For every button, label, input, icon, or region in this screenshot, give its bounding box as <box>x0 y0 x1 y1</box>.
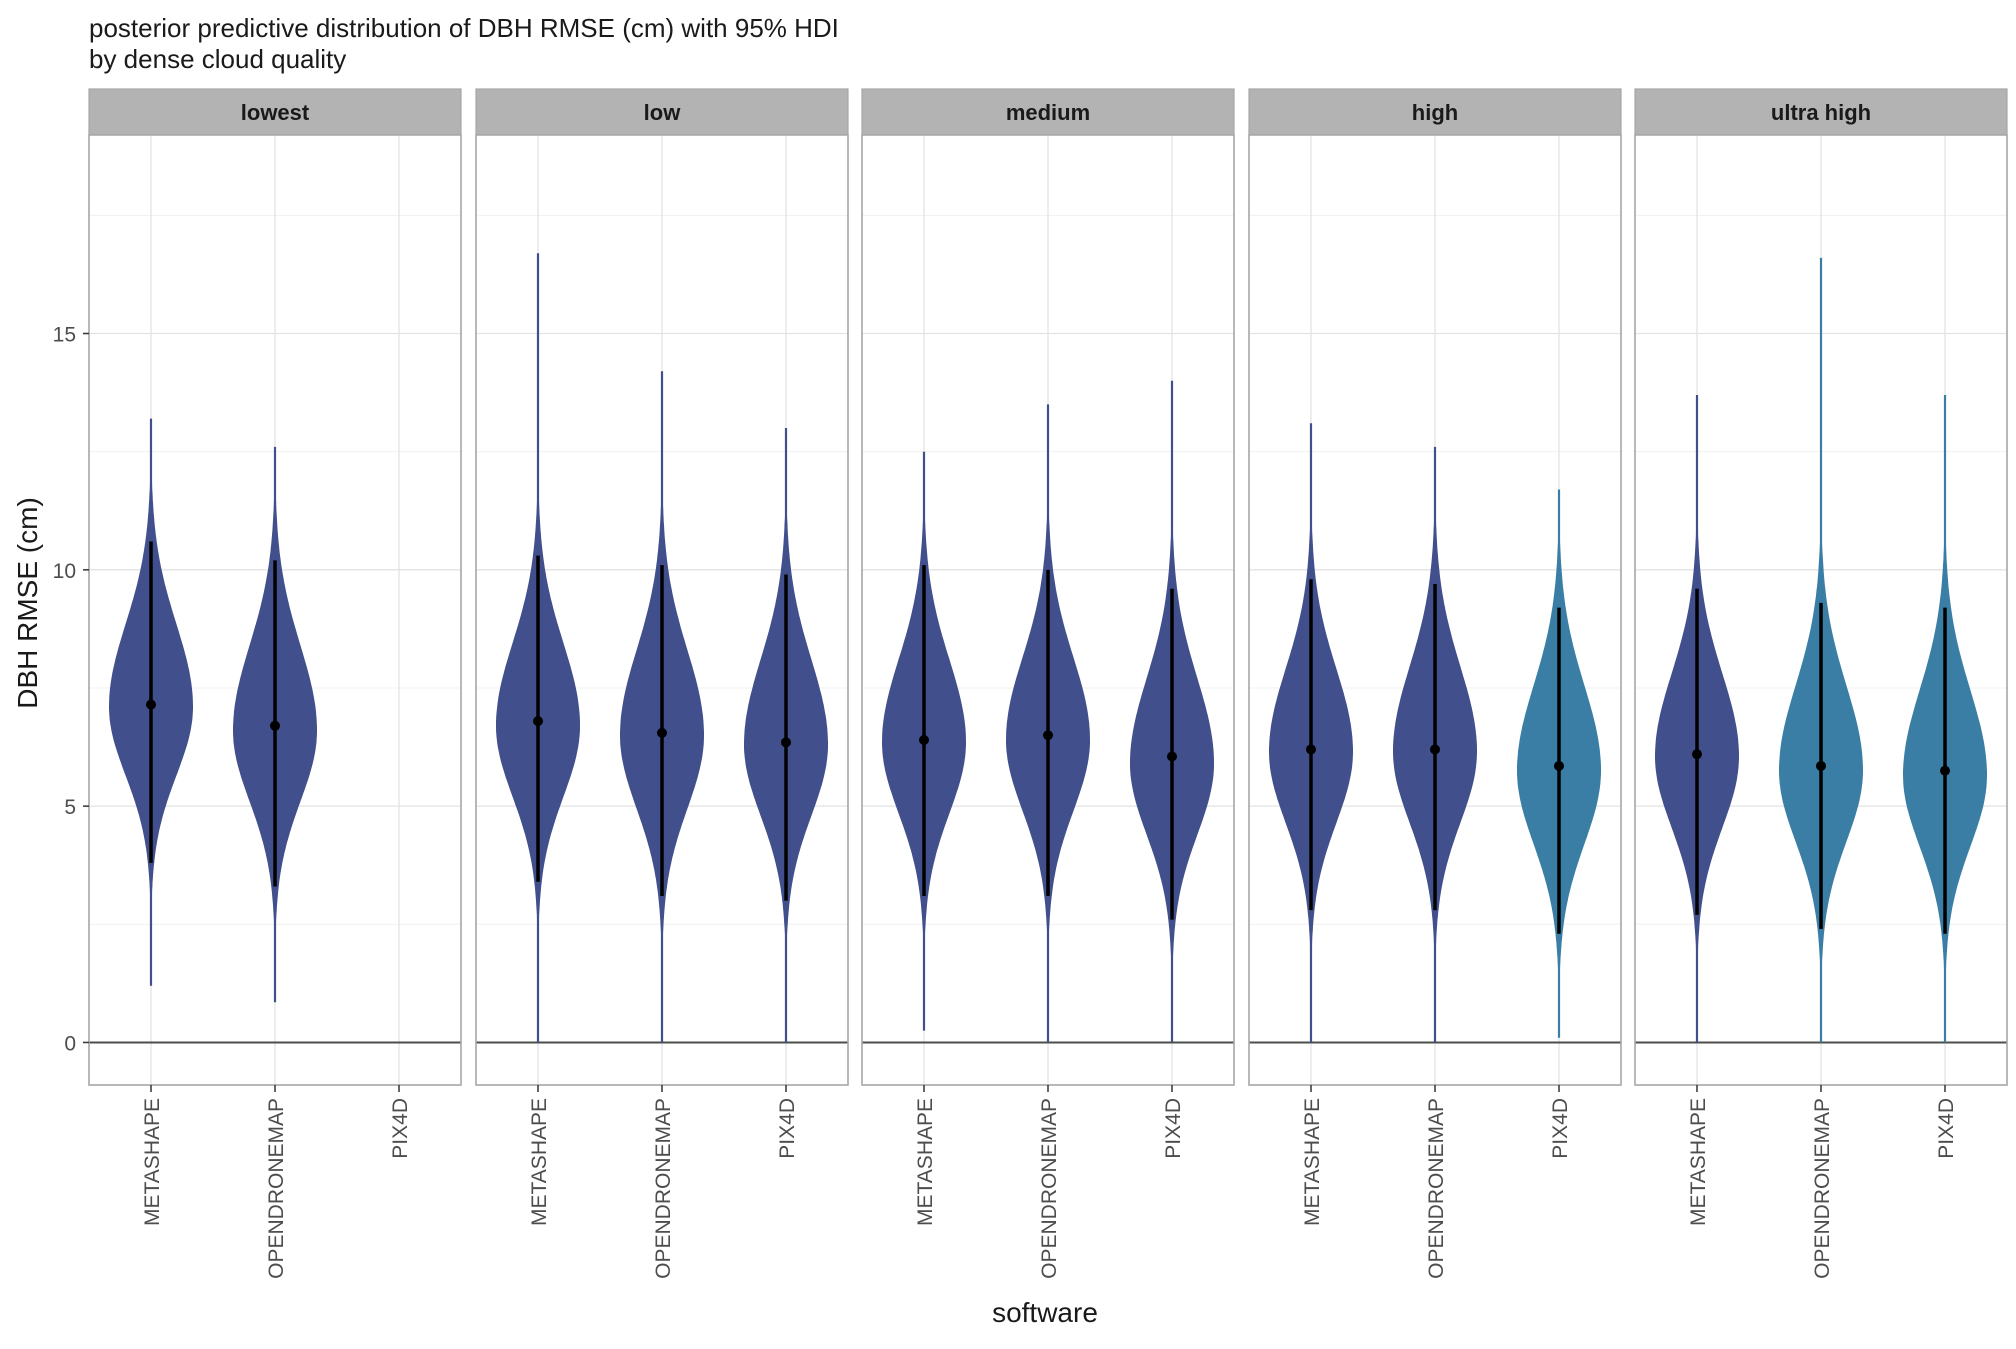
violin <box>1517 489 1601 1038</box>
point-estimate <box>1167 751 1177 762</box>
violin <box>1130 380 1214 1043</box>
x-tick-label: PIX4D <box>776 1098 799 1159</box>
facet-strip <box>1635 89 2007 135</box>
x-tick-label: METASHAPE <box>914 1098 937 1226</box>
x-tick-label: METASHAPE <box>141 1098 164 1226</box>
y-axis: 0 5 10 15 <box>53 324 89 1055</box>
x-tick-label: PIX4D <box>1162 1098 1185 1159</box>
y-tick-label: 15 <box>53 324 76 347</box>
facet-strip-label: low <box>644 100 682 125</box>
y-tick-label: 10 <box>53 560 76 583</box>
facet-strip-label: medium <box>1006 100 1090 125</box>
point-estimate <box>533 716 543 727</box>
violin <box>882 451 966 1031</box>
point-estimate <box>919 734 929 745</box>
point-estimate <box>1430 744 1440 755</box>
x-tick-label: OPENDRONEMAP <box>1811 1098 1834 1279</box>
point-estimate <box>1306 744 1316 755</box>
point-estimate <box>146 699 156 710</box>
chart-title: posterior predictive distribution of DBH… <box>89 13 839 43</box>
violin <box>1779 257 1863 1043</box>
violin <box>620 371 704 1043</box>
facet-strip-label: high <box>1412 100 1458 125</box>
violin <box>1903 395 1987 1043</box>
point-estimate <box>1940 765 1950 776</box>
facet-strip-label: lowest <box>241 100 310 125</box>
facet-panel: high METASHAPE OPENDRONEMAP PIX4D <box>1248 88 1622 1279</box>
point-estimate <box>1043 730 1053 741</box>
facet-panel: lowest METASHAPE OPENDRONEMAP PIX4D <box>88 88 462 1279</box>
facet-strip <box>1249 89 1621 135</box>
x-tick-label: OPENDRONEMAP <box>1425 1098 1448 1279</box>
facet-panel: ultra high METASHAPE OPENDRONEMAP PIX4D <box>1634 88 2008 1279</box>
x-tick-label: METASHAPE <box>1687 1098 1710 1226</box>
facet-panels: lowest METASHAPE OPENDRONEMAP PIX4D low METAS… <box>88 88 2008 1279</box>
facet-strip <box>476 89 848 135</box>
violin <box>744 428 828 1043</box>
violin <box>496 253 580 1043</box>
x-tick-label: METASHAPE <box>528 1098 551 1226</box>
point-estimate <box>270 720 280 731</box>
point-estimate <box>1692 749 1702 760</box>
x-tick-label: OPENDRONEMAP <box>265 1098 288 1279</box>
violin <box>1269 423 1353 1043</box>
x-tick-label: PIX4D <box>389 1098 412 1159</box>
x-tick-label: METASHAPE <box>1301 1098 1324 1226</box>
point-estimate <box>1816 760 1826 771</box>
facet-panel: low METASHAPE OPENDRONEMAP PIX4D <box>475 88 849 1279</box>
facet-panel: medium METASHAPE OPENDRONEMAP PIX4D <box>861 88 1235 1279</box>
violin <box>233 446 317 1003</box>
violin <box>1655 395 1739 1043</box>
x-tick-label: PIX4D <box>1549 1098 1572 1159</box>
x-tick-label: OPENDRONEMAP <box>652 1098 675 1279</box>
x-axis-label: software <box>992 1297 1098 1328</box>
point-estimate <box>1554 760 1564 771</box>
violin <box>1393 446 1477 1043</box>
violin <box>109 418 193 986</box>
y-axis-label: DBH RMSE (cm) <box>12 497 43 709</box>
x-tick-label: PIX4D <box>1935 1098 1958 1159</box>
point-estimate <box>657 727 667 738</box>
chart-subtitle: by dense cloud quality <box>89 44 346 74</box>
violin <box>1006 404 1090 1043</box>
x-tick-label: OPENDRONEMAP <box>1038 1098 1061 1279</box>
point-estimate <box>781 737 791 748</box>
y-tick-label: 0 <box>64 1032 76 1055</box>
facet-strip <box>862 89 1234 135</box>
y-tick-label: 5 <box>64 796 76 819</box>
facet-strip-label: ultra high <box>1771 100 1871 125</box>
facet-strip <box>89 89 461 135</box>
